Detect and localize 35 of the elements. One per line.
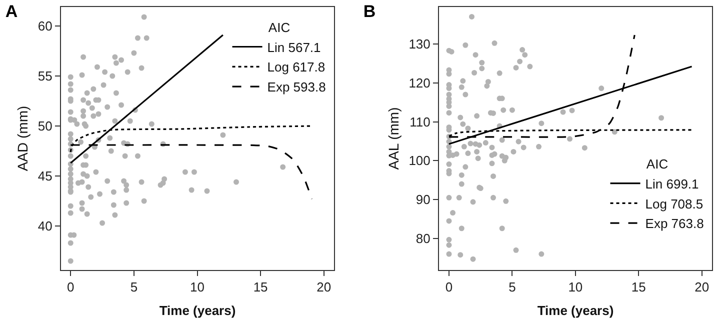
x-tick-label: 10 <box>568 280 583 295</box>
y-axis-title: AAD (mm) <box>14 106 31 172</box>
y-tick-label: 100 <box>408 153 430 168</box>
y-tick-label: 40 <box>38 218 52 234</box>
y-tick-label: 50 <box>38 118 52 134</box>
x-tick-label: 0 <box>67 280 74 295</box>
legend-title: AIC <box>646 156 668 172</box>
legend-label: Lin 699.1 <box>645 176 699 192</box>
x-axis-title: Time (years) <box>159 303 236 318</box>
x-tick-label: 0 <box>445 280 453 295</box>
y-tick-label: 110 <box>410 114 430 130</box>
y-tick-label: 130 <box>408 36 430 52</box>
x-tick-label: 15 <box>631 280 646 295</box>
legend-label: Exp 593.8 <box>267 80 326 95</box>
x-axis-title: Time (years) <box>537 303 614 318</box>
legend-label: Exp 763.8 <box>645 216 704 232</box>
y-tick-label: 90 <box>416 192 430 208</box>
legend-label: Log 708.5 <box>645 196 704 212</box>
chart-title: B <box>363 2 376 21</box>
y-axis-title: AAL (mm) <box>385 107 402 170</box>
legend-label: Lin 567.1 <box>267 40 321 55</box>
x-tick-label: 5 <box>508 280 516 295</box>
x-tick-label: 15 <box>253 280 268 295</box>
legend-label: Log 617.8 <box>267 60 326 75</box>
x-tick-label: 10 <box>190 280 204 295</box>
legend-title: AIC <box>268 20 290 35</box>
chart-title: A <box>5 2 18 21</box>
y-tick-label: 55 <box>38 68 52 84</box>
x-tick-label: 20 <box>694 280 710 295</box>
y-tick-label: 60 <box>38 18 52 34</box>
x-tick-label: 5 <box>130 280 138 295</box>
y-tick-label: 80 <box>416 231 430 246</box>
y-tick-label: 45 <box>38 168 52 184</box>
y-tick-label: 120 <box>408 75 430 90</box>
x-tick-label: 20 <box>316 280 332 295</box>
